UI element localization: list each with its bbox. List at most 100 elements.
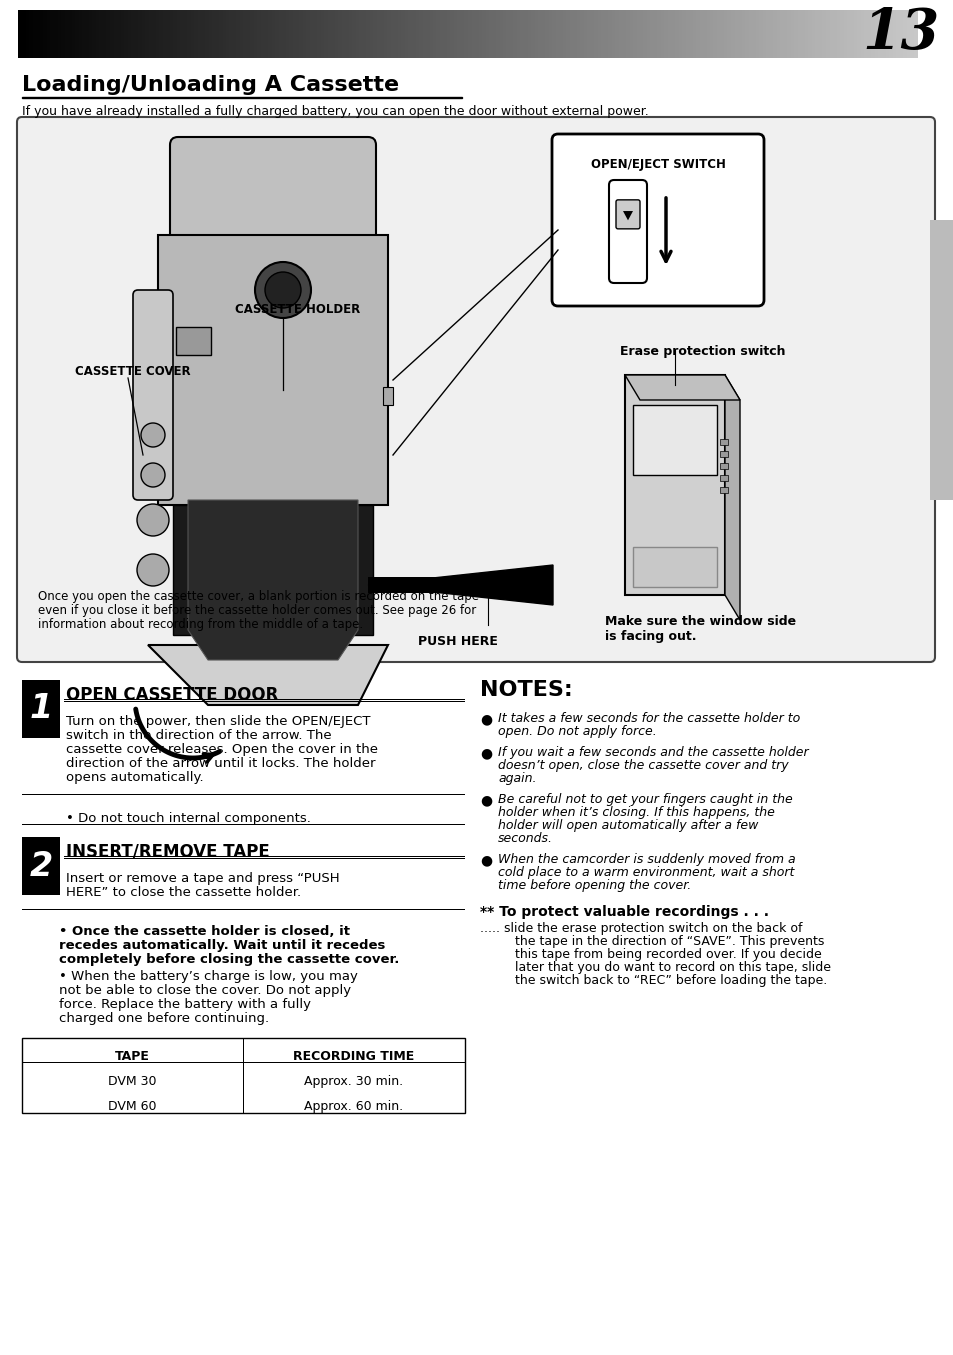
Text: INSERT/REMOVE TAPE: INSERT/REMOVE TAPE [66,843,270,860]
Circle shape [141,463,165,486]
Text: Make sure the window side: Make sure the window side [604,615,796,627]
Text: 13: 13 [862,7,939,61]
Bar [64,698,464,701]
Text: ** To protect valuable recordings . . .: ** To protect valuable recordings . . . [479,905,768,919]
Text: the tape in the direction of “SAVE”. This prevents: the tape in the direction of “SAVE”. Thi… [515,935,823,948]
Text: 2: 2 [30,850,52,882]
Bar [633,405,717,476]
Bar [720,476,727,481]
Text: RECORDING TIME: RECORDING TIME [294,1050,415,1064]
Text: holder when it’s closing. If this happens, the: holder when it’s closing. If this happen… [497,806,774,818]
Bar [243,1038,244,1112]
Text: completely before closing the cassette cover.: completely before closing the cassette c… [59,953,399,966]
Text: not be able to close the cover. Do not apply: not be able to close the cover. Do not a… [59,984,351,997]
Text: • When the battery’s charge is low, you may: • When the battery’s charge is low, you … [59,970,357,982]
Bar [22,1038,464,1112]
Polygon shape [624,375,740,400]
Text: OPEN/EJECT SWITCH: OPEN/EJECT SWITCH [590,159,724,171]
Text: PUSH HERE: PUSH HERE [417,635,497,648]
Text: ●: ● [479,854,492,867]
Text: • Once the cassette holder is closed, it: • Once the cassette holder is closed, it [59,925,350,938]
Circle shape [137,554,169,585]
Text: information about recording from the middle of a tape.: information about recording from the mid… [38,618,363,631]
Text: CASSETTE COVER: CASSETTE COVER [75,364,191,378]
Text: Approx. 30 min.: Approx. 30 min. [304,1075,403,1088]
Text: doesn’t open, close the cassette cover and try: doesn’t open, close the cassette cover a… [497,759,788,772]
Text: open. Do not apply force.: open. Do not apply force. [497,725,656,738]
Text: Be careful not to get your fingers caught in the: Be careful not to get your fingers caugh… [497,793,792,806]
Text: 1: 1 [30,692,52,725]
Text: charged one before continuing.: charged one before continuing. [59,1012,269,1024]
Text: even if you close it before the cassette holder comes out. See page 26 for: even if you close it before the cassette… [38,604,476,617]
Bar [382,388,393,405]
Polygon shape [188,500,357,660]
Bar [720,451,727,457]
Text: NOTES:: NOTES: [479,680,572,701]
Text: When the camcorder is suddenly moved from a: When the camcorder is suddenly moved fro… [497,854,795,866]
Bar [368,577,553,593]
Text: • Do not touch internal components.: • Do not touch internal components. [66,812,311,825]
Text: HERE” to close the cassette holder.: HERE” to close the cassette holder. [66,886,301,898]
Text: It takes a few seconds for the cassette holder to: It takes a few seconds for the cassette … [497,711,800,725]
Text: opens automatically.: opens automatically. [66,771,203,785]
Text: DVM 30: DVM 30 [108,1075,156,1088]
Bar [64,701,464,702]
Text: recedes automatically. Wait until it recedes: recedes automatically. Wait until it rec… [59,939,385,953]
Bar [929,220,953,500]
Text: cassette cover releases. Open the cover in the: cassette cover releases. Open the cover … [66,743,377,756]
Text: Loading/Unloading A Cassette: Loading/Unloading A Cassette [22,75,398,95]
Circle shape [254,262,311,318]
Bar [624,375,724,595]
FancyBboxPatch shape [170,137,375,243]
Text: Turn on the power, then slide the OPEN/EJECT: Turn on the power, then slide the OPEN/E… [66,715,370,728]
Bar [720,463,727,469]
Bar [720,486,727,493]
Text: TAPE: TAPE [114,1050,150,1064]
FancyBboxPatch shape [132,290,172,500]
Text: ..... slide the erase protection switch on the back of: ..... slide the erase protection switch … [479,921,801,935]
Polygon shape [622,211,633,221]
Text: Insert or remove a tape and press “PUSH: Insert or remove a tape and press “PUSH [66,873,339,885]
Bar [633,547,717,587]
Text: holder will open automatically after a few: holder will open automatically after a f… [497,818,758,832]
Bar [175,327,211,355]
Text: direction of the arrow until it locks. The holder: direction of the arrow until it locks. T… [66,757,375,770]
Text: If you have already installed a fully charged battery, you can open the door wit: If you have already installed a fully ch… [22,104,648,118]
Text: ●: ● [479,747,492,760]
Text: switch in the direction of the arrow. The: switch in the direction of the arrow. Th… [66,729,332,743]
FancyBboxPatch shape [616,199,639,229]
FancyBboxPatch shape [17,117,934,663]
Polygon shape [148,645,388,705]
Text: is facing out.: is facing out. [604,630,696,644]
Bar [64,858,464,859]
Text: cold place to a warm environment, wait a short: cold place to a warm environment, wait a… [497,866,794,879]
Text: again.: again. [497,772,536,785]
Bar [22,96,461,98]
FancyBboxPatch shape [608,180,646,283]
Text: time before opening the cover.: time before opening the cover. [497,879,691,892]
Text: the switch back to “REC” before loading the tape.: the switch back to “REC” before loading … [515,974,826,986]
Bar [158,234,388,505]
FancyBboxPatch shape [552,134,763,306]
Bar [720,439,727,444]
Text: Approx. 60 min.: Approx. 60 min. [304,1100,403,1112]
Polygon shape [724,375,740,621]
Text: force. Replace the battery with a fully: force. Replace the battery with a fully [59,999,311,1011]
Text: this tape from being recorded over. If you decide: this tape from being recorded over. If y… [515,948,821,961]
Text: Once you open the cassette cover, a blank portion is recorded on the tape: Once you open the cassette cover, a blan… [38,589,478,603]
Text: seconds.: seconds. [497,832,553,846]
Text: If you wait a few seconds and the cassette holder: If you wait a few seconds and the casset… [497,747,808,759]
Text: ●: ● [479,793,492,808]
Bar [64,855,464,856]
Circle shape [141,423,165,447]
Circle shape [265,272,301,308]
Text: CASSETTE HOLDER: CASSETTE HOLDER [235,304,360,316]
Text: OPEN CASSETTE DOOR: OPEN CASSETTE DOOR [66,686,278,705]
Text: later that you do want to record on this tape, slide: later that you do want to record on this… [515,961,830,974]
Text: Erase protection switch: Erase protection switch [619,346,784,358]
Polygon shape [368,565,553,604]
Bar [22,680,60,738]
Bar [22,837,60,896]
Bar [172,505,373,635]
Text: DVM 60: DVM 60 [108,1100,156,1112]
